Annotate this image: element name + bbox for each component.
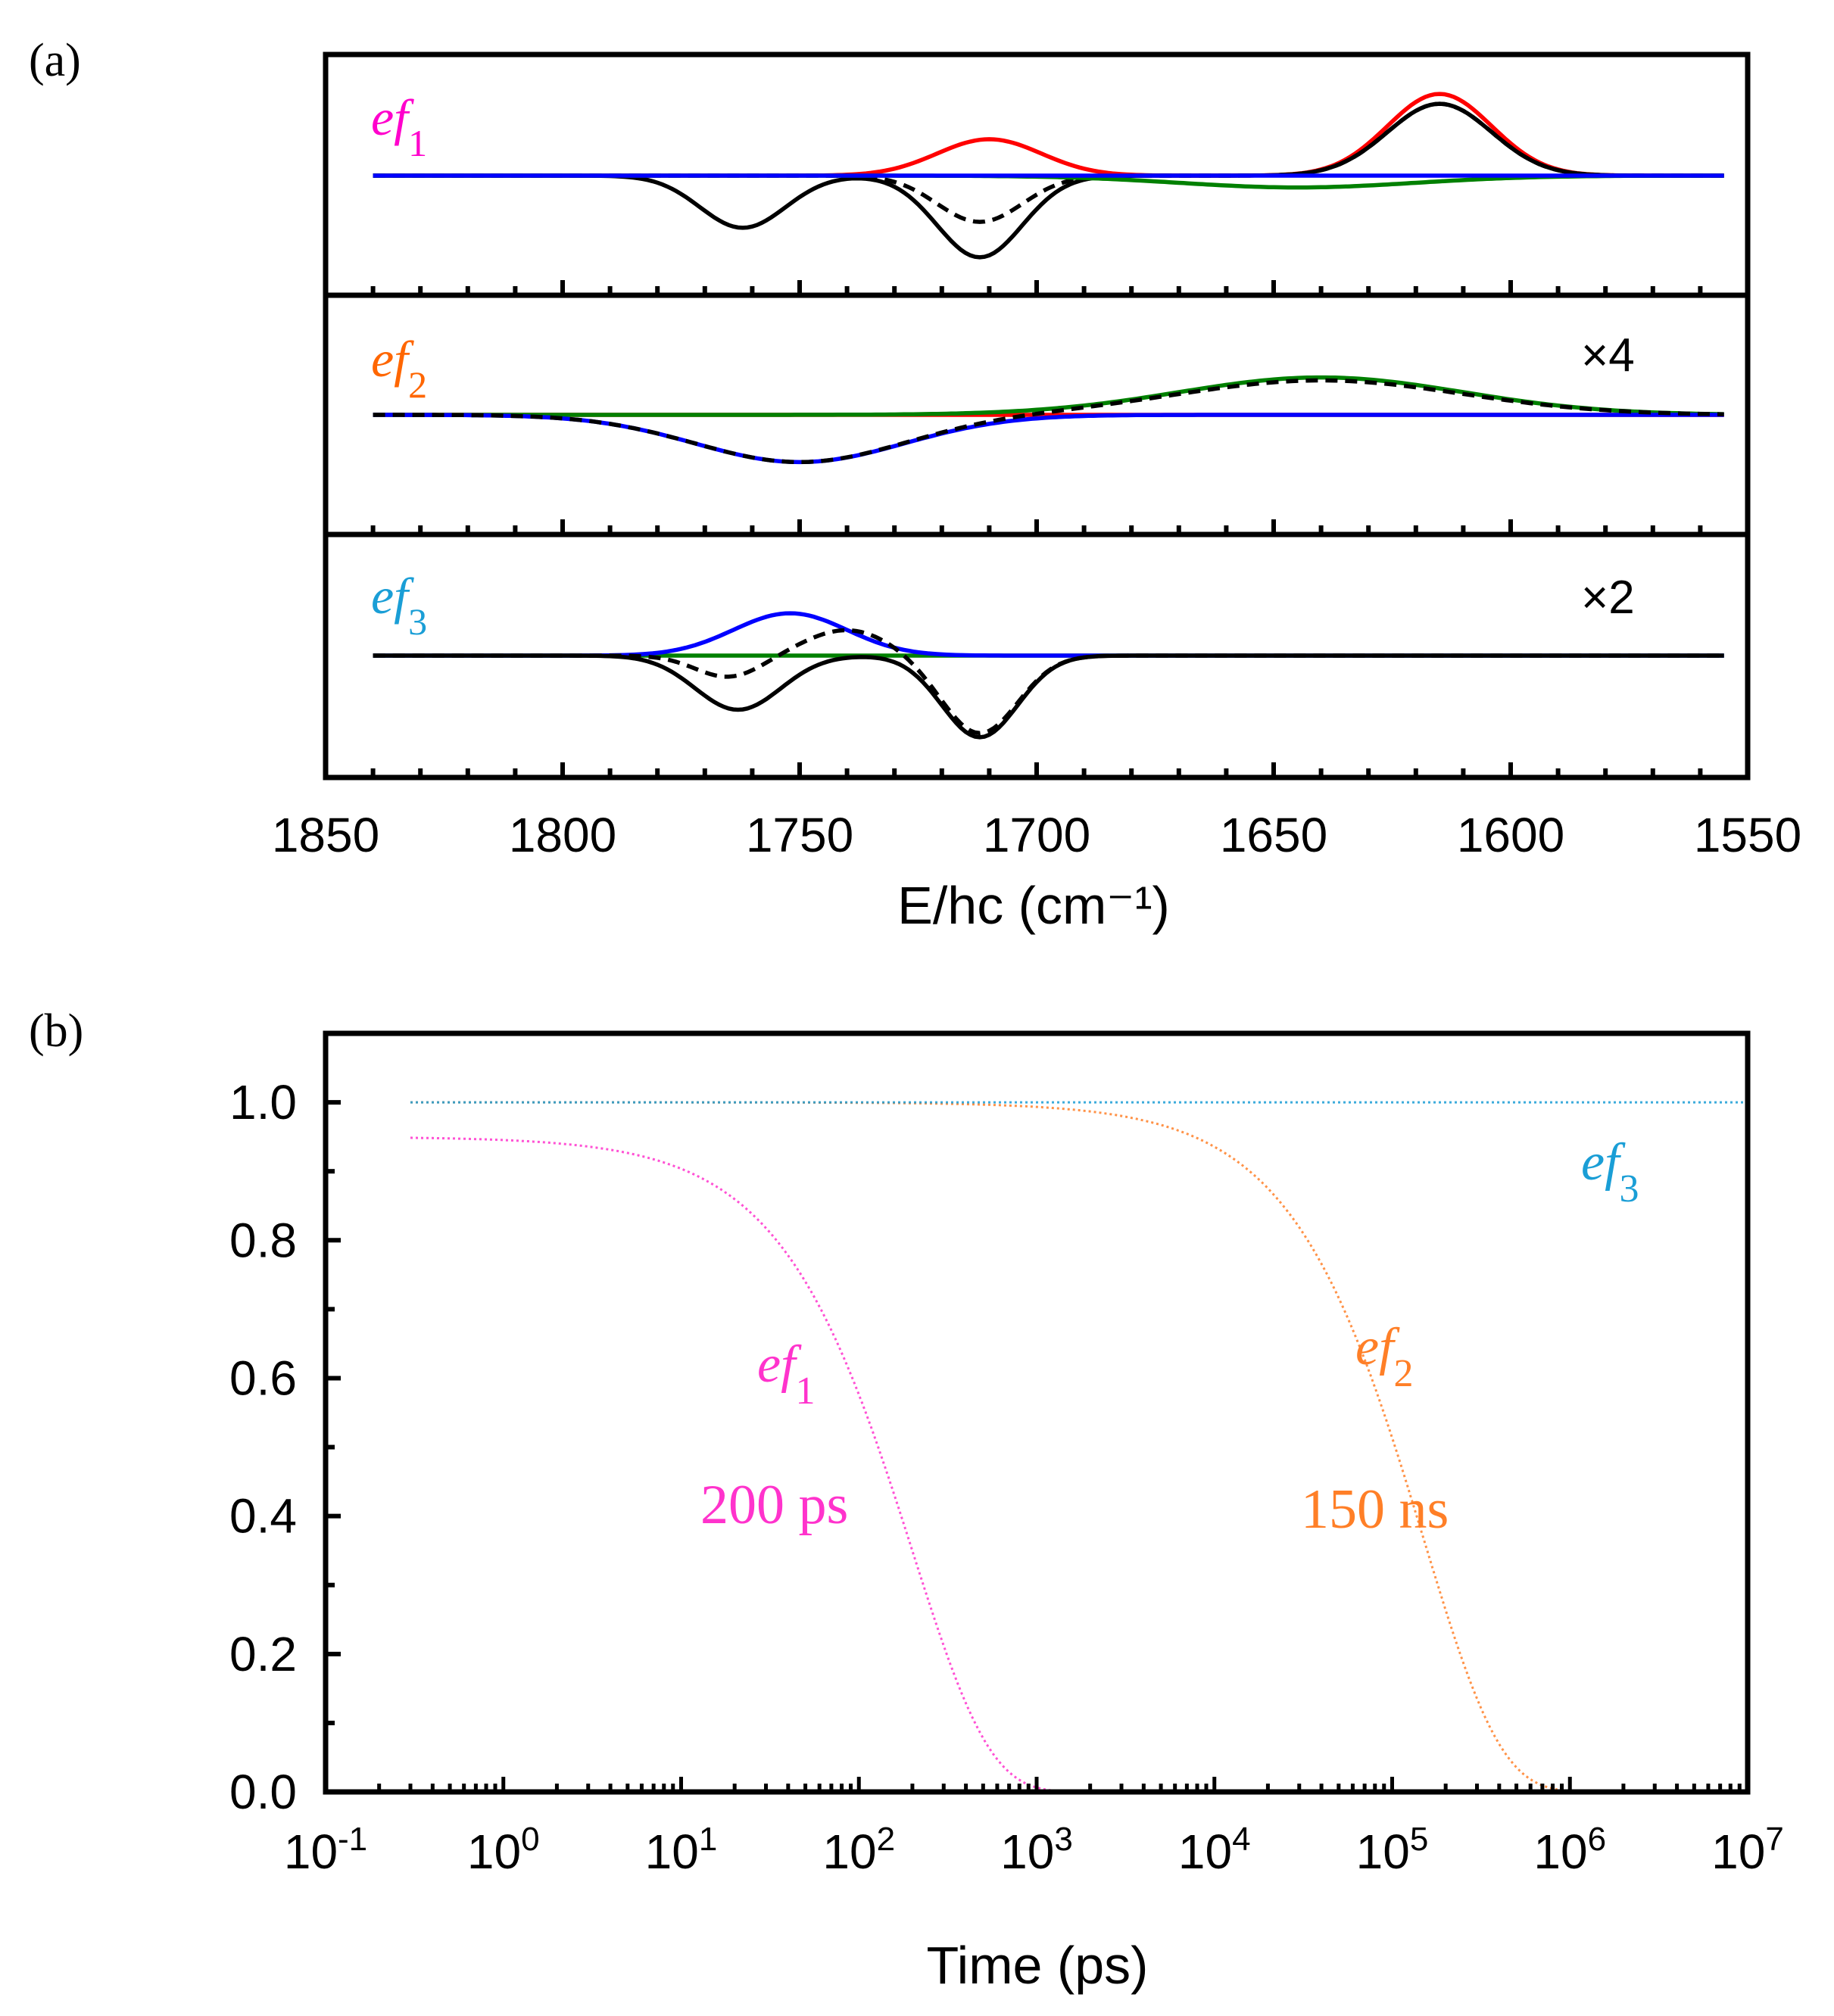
b-x-tick-label: 102	[822, 1821, 895, 1880]
b-x-tick-label: 106	[1533, 1821, 1606, 1880]
b-y-tick-label: 1.0	[229, 1075, 297, 1130]
b-y-tick-label: 0.6	[229, 1351, 297, 1405]
panel-b-curves	[410, 1101, 1748, 1793]
a-x-tick-label: 1700	[983, 808, 1090, 862]
b-y-tick-label: 0.4	[229, 1489, 297, 1544]
panel-a-tick-labels: 1850 1800 1750 1700 1650 1600 1550	[272, 808, 1801, 862]
b-x-tick-label: 103	[1000, 1821, 1073, 1880]
panel-b-letter: (b)	[29, 1005, 83, 1057]
ef2-curves	[373, 375, 1724, 465]
b-x-tick-label: 101	[645, 1821, 718, 1880]
panel-b-kinetics: 0.00.20.40.60.81.0 10-1 100 101 102 103 104 10…	[229, 1030, 1784, 1995]
curve-1-3	[373, 101, 1724, 260]
a-x-tick-label: 1750	[746, 808, 853, 862]
panel-b-x-axis-title: Time (ps)	[927, 1936, 1149, 1995]
b-y-tick-label: 0.0	[229, 1765, 297, 1819]
ef1-label: ef1	[371, 89, 427, 164]
a-x-tick-label: 1850	[272, 808, 379, 862]
panel-a-x-axis-title: E/hc (cm⁻¹)	[897, 876, 1170, 935]
a-x-tick-label: 1600	[1457, 808, 1564, 862]
b-x-tick-label: 107	[1711, 1821, 1784, 1880]
b-x-tick-label: 10-1	[284, 1821, 367, 1880]
a-x-tick-label: 1800	[509, 808, 616, 862]
curve-3-2	[373, 611, 1724, 658]
curve-3-3	[373, 628, 1724, 736]
ef2-label: ef2	[371, 330, 427, 406]
curve-2-2	[373, 375, 1724, 417]
ef2-kinetic-label: ef2	[1355, 1318, 1414, 1395]
ef3-curves	[373, 611, 1724, 740]
b-x-tick-label: 100	[467, 1821, 540, 1880]
curve-1-2	[373, 101, 1724, 224]
ef1-curves	[373, 92, 1724, 260]
panel-b-y-tick-labels: 0.0 0.2 0.4 0.6 0.8 1.0	[229, 1075, 297, 1819]
panel-a-spectra: ef1 ef2 ×4 ef3 ×2 1850 1800 1750 1700 1650 16…	[272, 51, 1801, 935]
b-y-tick-label: 0.2	[229, 1627, 297, 1681]
panel-b-x-tick-labels: 10-1 100 101 102 103 104 105 106 107	[284, 1821, 1784, 1880]
kinetic-curve-2	[410, 1101, 1748, 1793]
ef1-kinetic-label: ef1	[757, 1335, 816, 1413]
b-y-tick-label: 0.8	[229, 1213, 297, 1267]
ef2-multiplier: ×4	[1581, 329, 1635, 382]
a-x-tick-label: 1650	[1220, 808, 1327, 862]
subpanel-ef1: ef1	[371, 89, 1724, 260]
ef1-lifetime: 200 ps	[700, 1474, 848, 1536]
panel-a-ticks	[323, 280, 1750, 777]
curve-1-1	[373, 92, 1724, 178]
panel-b-ticks	[323, 1100, 1742, 1794]
panel-a-letter: (a)	[29, 35, 81, 86]
ef3-multiplier: ×2	[1581, 572, 1635, 624]
b-x-tick-label: 105	[1356, 1821, 1429, 1880]
a-x-tick-label: 1550	[1694, 808, 1801, 862]
subpanel-ef3: ef3 ×2	[371, 567, 1724, 740]
ef3-kinetic-label: ef3	[1581, 1133, 1639, 1211]
ef3-label: ef3	[371, 567, 427, 643]
curve-2-3	[373, 413, 1724, 465]
b-x-tick-label: 104	[1178, 1821, 1251, 1880]
ef2-lifetime: 150 ns	[1301, 1479, 1449, 1541]
curve-2-4	[373, 378, 1724, 465]
subpanel-ef2: ef2 ×4	[371, 329, 1724, 465]
kinetic-curve-1	[410, 1136, 1748, 1793]
curve-3-4	[373, 653, 1724, 740]
panel-b-frame	[323, 1030, 1751, 1795]
